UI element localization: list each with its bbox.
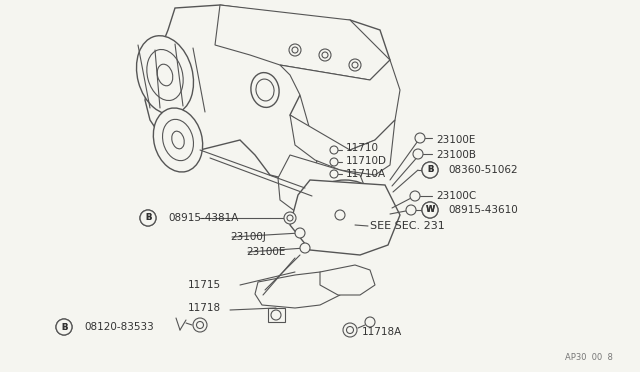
- Polygon shape: [255, 272, 340, 308]
- Circle shape: [56, 319, 72, 335]
- Circle shape: [287, 215, 293, 221]
- Ellipse shape: [163, 119, 193, 161]
- Circle shape: [365, 317, 375, 327]
- Text: 08360-51062: 08360-51062: [448, 165, 518, 175]
- Circle shape: [422, 202, 438, 218]
- Ellipse shape: [326, 202, 354, 228]
- Circle shape: [349, 59, 361, 71]
- Text: 11715: 11715: [188, 280, 221, 290]
- Text: B: B: [427, 166, 433, 174]
- Polygon shape: [320, 265, 375, 295]
- Circle shape: [422, 162, 438, 178]
- Circle shape: [335, 210, 345, 220]
- Ellipse shape: [305, 180, 385, 250]
- Circle shape: [330, 158, 338, 166]
- Circle shape: [300, 243, 310, 253]
- Polygon shape: [278, 155, 370, 220]
- Circle shape: [284, 212, 296, 224]
- Ellipse shape: [172, 131, 184, 149]
- Circle shape: [406, 205, 416, 215]
- Polygon shape: [145, 5, 390, 180]
- Circle shape: [56, 319, 72, 335]
- Polygon shape: [268, 308, 285, 322]
- Text: B: B: [145, 214, 151, 222]
- Polygon shape: [290, 180, 400, 255]
- Ellipse shape: [157, 64, 173, 86]
- Circle shape: [346, 327, 353, 334]
- Ellipse shape: [256, 79, 274, 101]
- Text: B: B: [427, 166, 433, 174]
- Circle shape: [140, 210, 156, 226]
- Text: B: B: [145, 214, 151, 222]
- Text: W: W: [426, 205, 435, 215]
- Polygon shape: [290, 115, 395, 175]
- Text: B: B: [61, 323, 67, 331]
- Circle shape: [196, 321, 204, 328]
- Circle shape: [140, 210, 156, 226]
- Text: 11710D: 11710D: [346, 156, 387, 166]
- Circle shape: [415, 133, 425, 143]
- Ellipse shape: [147, 49, 183, 100]
- Circle shape: [322, 52, 328, 58]
- Circle shape: [295, 228, 305, 238]
- Ellipse shape: [332, 208, 348, 222]
- Text: 23100B: 23100B: [436, 150, 476, 160]
- Text: 11718: 11718: [188, 303, 221, 313]
- Ellipse shape: [154, 108, 203, 172]
- Text: 08915-43610: 08915-43610: [448, 205, 518, 215]
- Circle shape: [410, 191, 420, 201]
- Ellipse shape: [136, 36, 193, 114]
- Text: 11710A: 11710A: [346, 169, 386, 179]
- Text: 08915-4381A: 08915-4381A: [168, 213, 238, 223]
- Circle shape: [330, 170, 338, 178]
- Text: 08120-83533: 08120-83533: [84, 322, 154, 332]
- Circle shape: [193, 318, 207, 332]
- Polygon shape: [215, 5, 390, 80]
- Ellipse shape: [251, 73, 279, 108]
- Circle shape: [330, 146, 338, 154]
- Ellipse shape: [316, 190, 374, 240]
- Circle shape: [343, 323, 357, 337]
- Circle shape: [352, 62, 358, 68]
- Text: 23100C: 23100C: [436, 191, 476, 201]
- Text: 23100J: 23100J: [230, 232, 266, 242]
- Circle shape: [413, 149, 423, 159]
- Circle shape: [271, 310, 281, 320]
- Polygon shape: [280, 60, 400, 155]
- Text: W: W: [426, 205, 435, 215]
- Circle shape: [319, 49, 331, 61]
- Circle shape: [289, 44, 301, 56]
- Circle shape: [422, 162, 438, 178]
- Circle shape: [292, 47, 298, 53]
- Text: 23100E: 23100E: [436, 135, 476, 145]
- Circle shape: [422, 202, 438, 218]
- Text: SEE SEC. 231: SEE SEC. 231: [370, 221, 445, 231]
- Text: AP30  00  8: AP30 00 8: [565, 353, 613, 362]
- Text: 23100E: 23100E: [246, 247, 285, 257]
- Text: 11718A: 11718A: [362, 327, 403, 337]
- Text: 11710: 11710: [346, 143, 379, 153]
- Text: B: B: [61, 323, 67, 331]
